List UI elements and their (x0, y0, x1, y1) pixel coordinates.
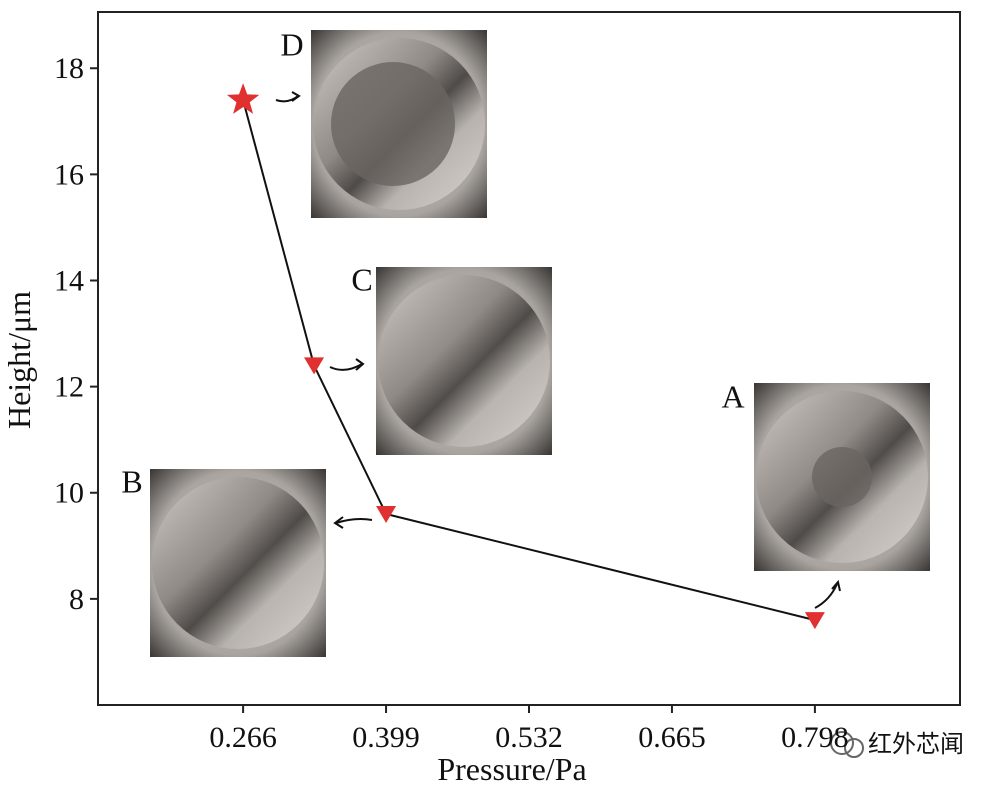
y-tick-label: 12 (54, 371, 84, 404)
y-axis-title: Height/μm (1, 291, 37, 429)
point-label: B (121, 463, 142, 499)
arrows (275, 91, 841, 609)
watermark: 红外芯闻 (868, 730, 964, 758)
x-tick-label: 0.665 (638, 721, 706, 754)
x-tick-label: 0.532 (495, 721, 563, 754)
inset-core (812, 447, 872, 507)
point-label: C (351, 261, 372, 297)
inset-disc (152, 477, 324, 649)
star-marker (226, 83, 260, 114)
y-tick-label: 14 (54, 264, 84, 297)
x-axis-title: Pressure/Pa (437, 751, 586, 787)
y-tick-label: 16 (54, 158, 84, 191)
line (242, 99, 816, 622)
watermark-icon (830, 731, 864, 758)
triangle-marker (804, 612, 825, 630)
x-tick-label: 0.399 (352, 721, 420, 754)
y-tick-label: 18 (54, 52, 84, 85)
inset-disc (378, 275, 550, 447)
x-tick-label: 0.266 (209, 721, 277, 754)
point-label: A (721, 378, 744, 414)
y-tick-label: 8 (69, 583, 84, 616)
y-tick-label: 10 (54, 477, 84, 510)
inset-core (331, 62, 455, 186)
triangle-marker (376, 505, 397, 523)
point-label: D (280, 26, 303, 62)
triangle-marker (304, 357, 325, 375)
x-tick-label: 0.798 (781, 721, 849, 754)
